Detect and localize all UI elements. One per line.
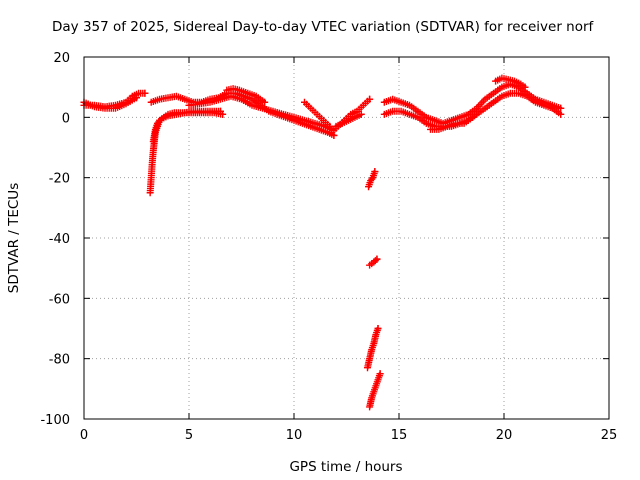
data-point <box>261 98 269 106</box>
data-point <box>368 175 376 183</box>
series-seg-n <box>366 370 384 411</box>
data-point <box>141 89 149 97</box>
x-tick-label: 10 <box>286 428 303 443</box>
x-axis-ticks: 0 5 10 15 20 25 <box>80 57 617 443</box>
y-axis-label: SDTVAR / TECUs <box>6 183 22 293</box>
data-points <box>80 74 565 411</box>
series-seg-g <box>223 85 269 106</box>
series-seg-q <box>427 113 476 133</box>
series-seg-l <box>366 255 381 269</box>
x-tick-label: 20 <box>496 428 513 443</box>
series-seg-h <box>301 98 334 130</box>
data-point <box>469 113 476 121</box>
series-seg-i <box>328 95 374 136</box>
x-axis-label: GPS time / hours <box>289 459 402 475</box>
data-point <box>521 83 529 91</box>
series-seg-d <box>149 107 224 145</box>
data-point <box>376 370 384 378</box>
chart-title: Day 357 of 2025, Sidereal Day-to-day VTE… <box>52 19 595 35</box>
y-tick-label: -80 <box>49 353 70 368</box>
data-point <box>217 107 224 115</box>
data-point <box>371 257 379 265</box>
data-point <box>373 255 381 263</box>
data-point <box>133 94 140 102</box>
data-point <box>557 104 565 112</box>
data-point <box>366 95 374 103</box>
data-point <box>371 168 379 176</box>
x-tick-label: 5 <box>185 428 193 443</box>
x-tick-label: 15 <box>391 428 408 443</box>
plot-frame <box>83 56 610 420</box>
data-point <box>557 110 565 118</box>
series-seg-m <box>364 325 382 372</box>
y-tick-label: -40 <box>49 232 70 247</box>
series-seg-k <box>365 168 379 191</box>
series-seg-r <box>492 74 529 91</box>
y-tick-label: 0 <box>62 111 70 126</box>
data-point <box>374 325 382 332</box>
data-point <box>357 110 365 118</box>
y-tick-label: 20 <box>53 51 70 66</box>
x-tick-label: 0 <box>80 428 88 443</box>
y-tick-label: -20 <box>49 172 70 187</box>
grid-lines <box>84 57 609 419</box>
data-point <box>326 122 334 130</box>
series-seg-j <box>332 110 365 130</box>
y-tick-label: -100 <box>40 413 70 428</box>
y-tick-label: -60 <box>49 292 70 307</box>
series-seg-b <box>80 94 140 112</box>
y-axis-ticks: -100 -80 -60 -40 -20 0 20 <box>40 51 609 428</box>
x-tick-label: 25 <box>601 428 618 443</box>
